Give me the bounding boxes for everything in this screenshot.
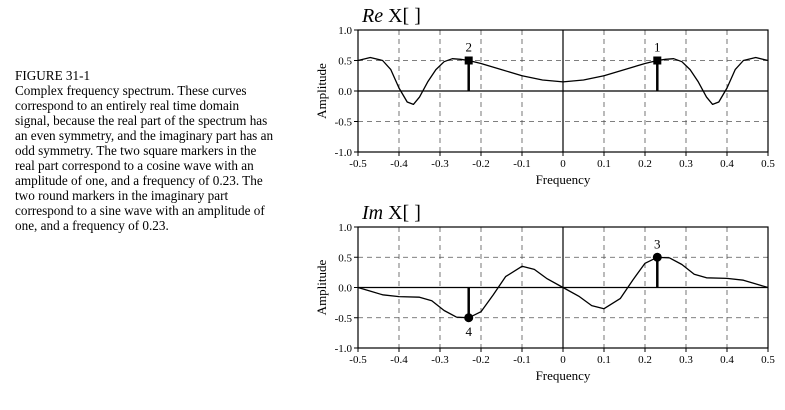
chart-title-prefix: Re [361,5,383,27]
y-tick-label: -0.5 [335,313,353,325]
x-tick-label: 0 [560,354,566,366]
x-tick-label: 0.2 [638,158,652,170]
x-axis-label: Frequency [536,368,591,383]
marker-circle [464,313,474,323]
chart-title: Re X[ ] [361,5,421,27]
marker-label: 2 [465,40,472,55]
y-tick-label: 0.5 [338,56,352,68]
chart-panel-2: Im X[ ] -0.5 -0.4 -0.3 -0.2 -0.1 0 0.1 0.2 0.3 0.4… [314,202,775,383]
x-tick-label: 0.1 [597,158,611,170]
x-tick-label: 0.4 [720,354,734,366]
x-tick-label: 0.4 [720,158,734,170]
x-axis-label: Frequency [536,172,591,187]
y-tick-label: 1.0 [338,222,352,234]
y-axis-label: Amplitude [314,63,329,119]
caption-title: FIGURE 31-1 [15,68,91,83]
x-tick-label: 0.5 [761,158,775,170]
x-tick-label: -0.5 [349,354,367,366]
y-tick-label: 0.0 [338,86,352,98]
chart-title-prefix: Im [361,202,383,224]
x-tick-label: -0.5 [349,158,367,170]
caption-text: Complex frequency spectrum. These curves… [15,83,274,233]
marker-label: 1 [654,40,661,55]
x-tick-label: -0.4 [390,158,408,170]
figure-caption: FIGURE 31-1 Complex frequency spectrum. … [15,68,275,233]
x-tick-label: -0.3 [431,158,449,170]
chart-title-main: X[ ] [383,5,421,27]
x-tick-label: 0.3 [679,158,693,170]
marker-square [464,56,473,65]
y-tick-label: 0.5 [338,252,352,264]
series-line [357,256,769,319]
chart-title-main: X[ ] [383,202,421,224]
x-tick-label: -0.4 [390,354,408,366]
marker-label: 4 [465,324,472,339]
x-tick-label: -0.1 [513,354,530,366]
series-line [357,56,769,106]
x-tick-label: -0.3 [431,354,449,366]
x-tick-label: 0 [560,158,566,170]
x-tick-label: -0.1 [513,158,530,170]
y-tick-label: 0.0 [338,283,352,295]
marker-circle [652,252,662,262]
y-tick-label: 1.0 [338,25,352,37]
y-tick-label: -1.0 [335,147,353,159]
x-tick-label: -0.2 [472,158,489,170]
x-tick-label: 0.3 [679,354,693,366]
x-tick-label: 0.2 [638,354,652,366]
x-tick-label: 0.5 [761,354,775,366]
y-tick-label: -1.0 [335,343,353,355]
x-tick-label: -0.2 [472,354,489,366]
marker-square [653,56,662,65]
chart-title: Im X[ ] [361,202,421,224]
y-axis-label: Amplitude [314,259,329,315]
chart-panel-1: Re X[ ] -0.5 -0.4 -0.3 -0.2 -0.1 0 0.1 0.2 0.3 0.4… [314,5,775,187]
y-tick-label: -0.5 [335,117,353,129]
x-tick-label: 0.1 [597,354,611,366]
marker-label: 3 [654,236,661,251]
